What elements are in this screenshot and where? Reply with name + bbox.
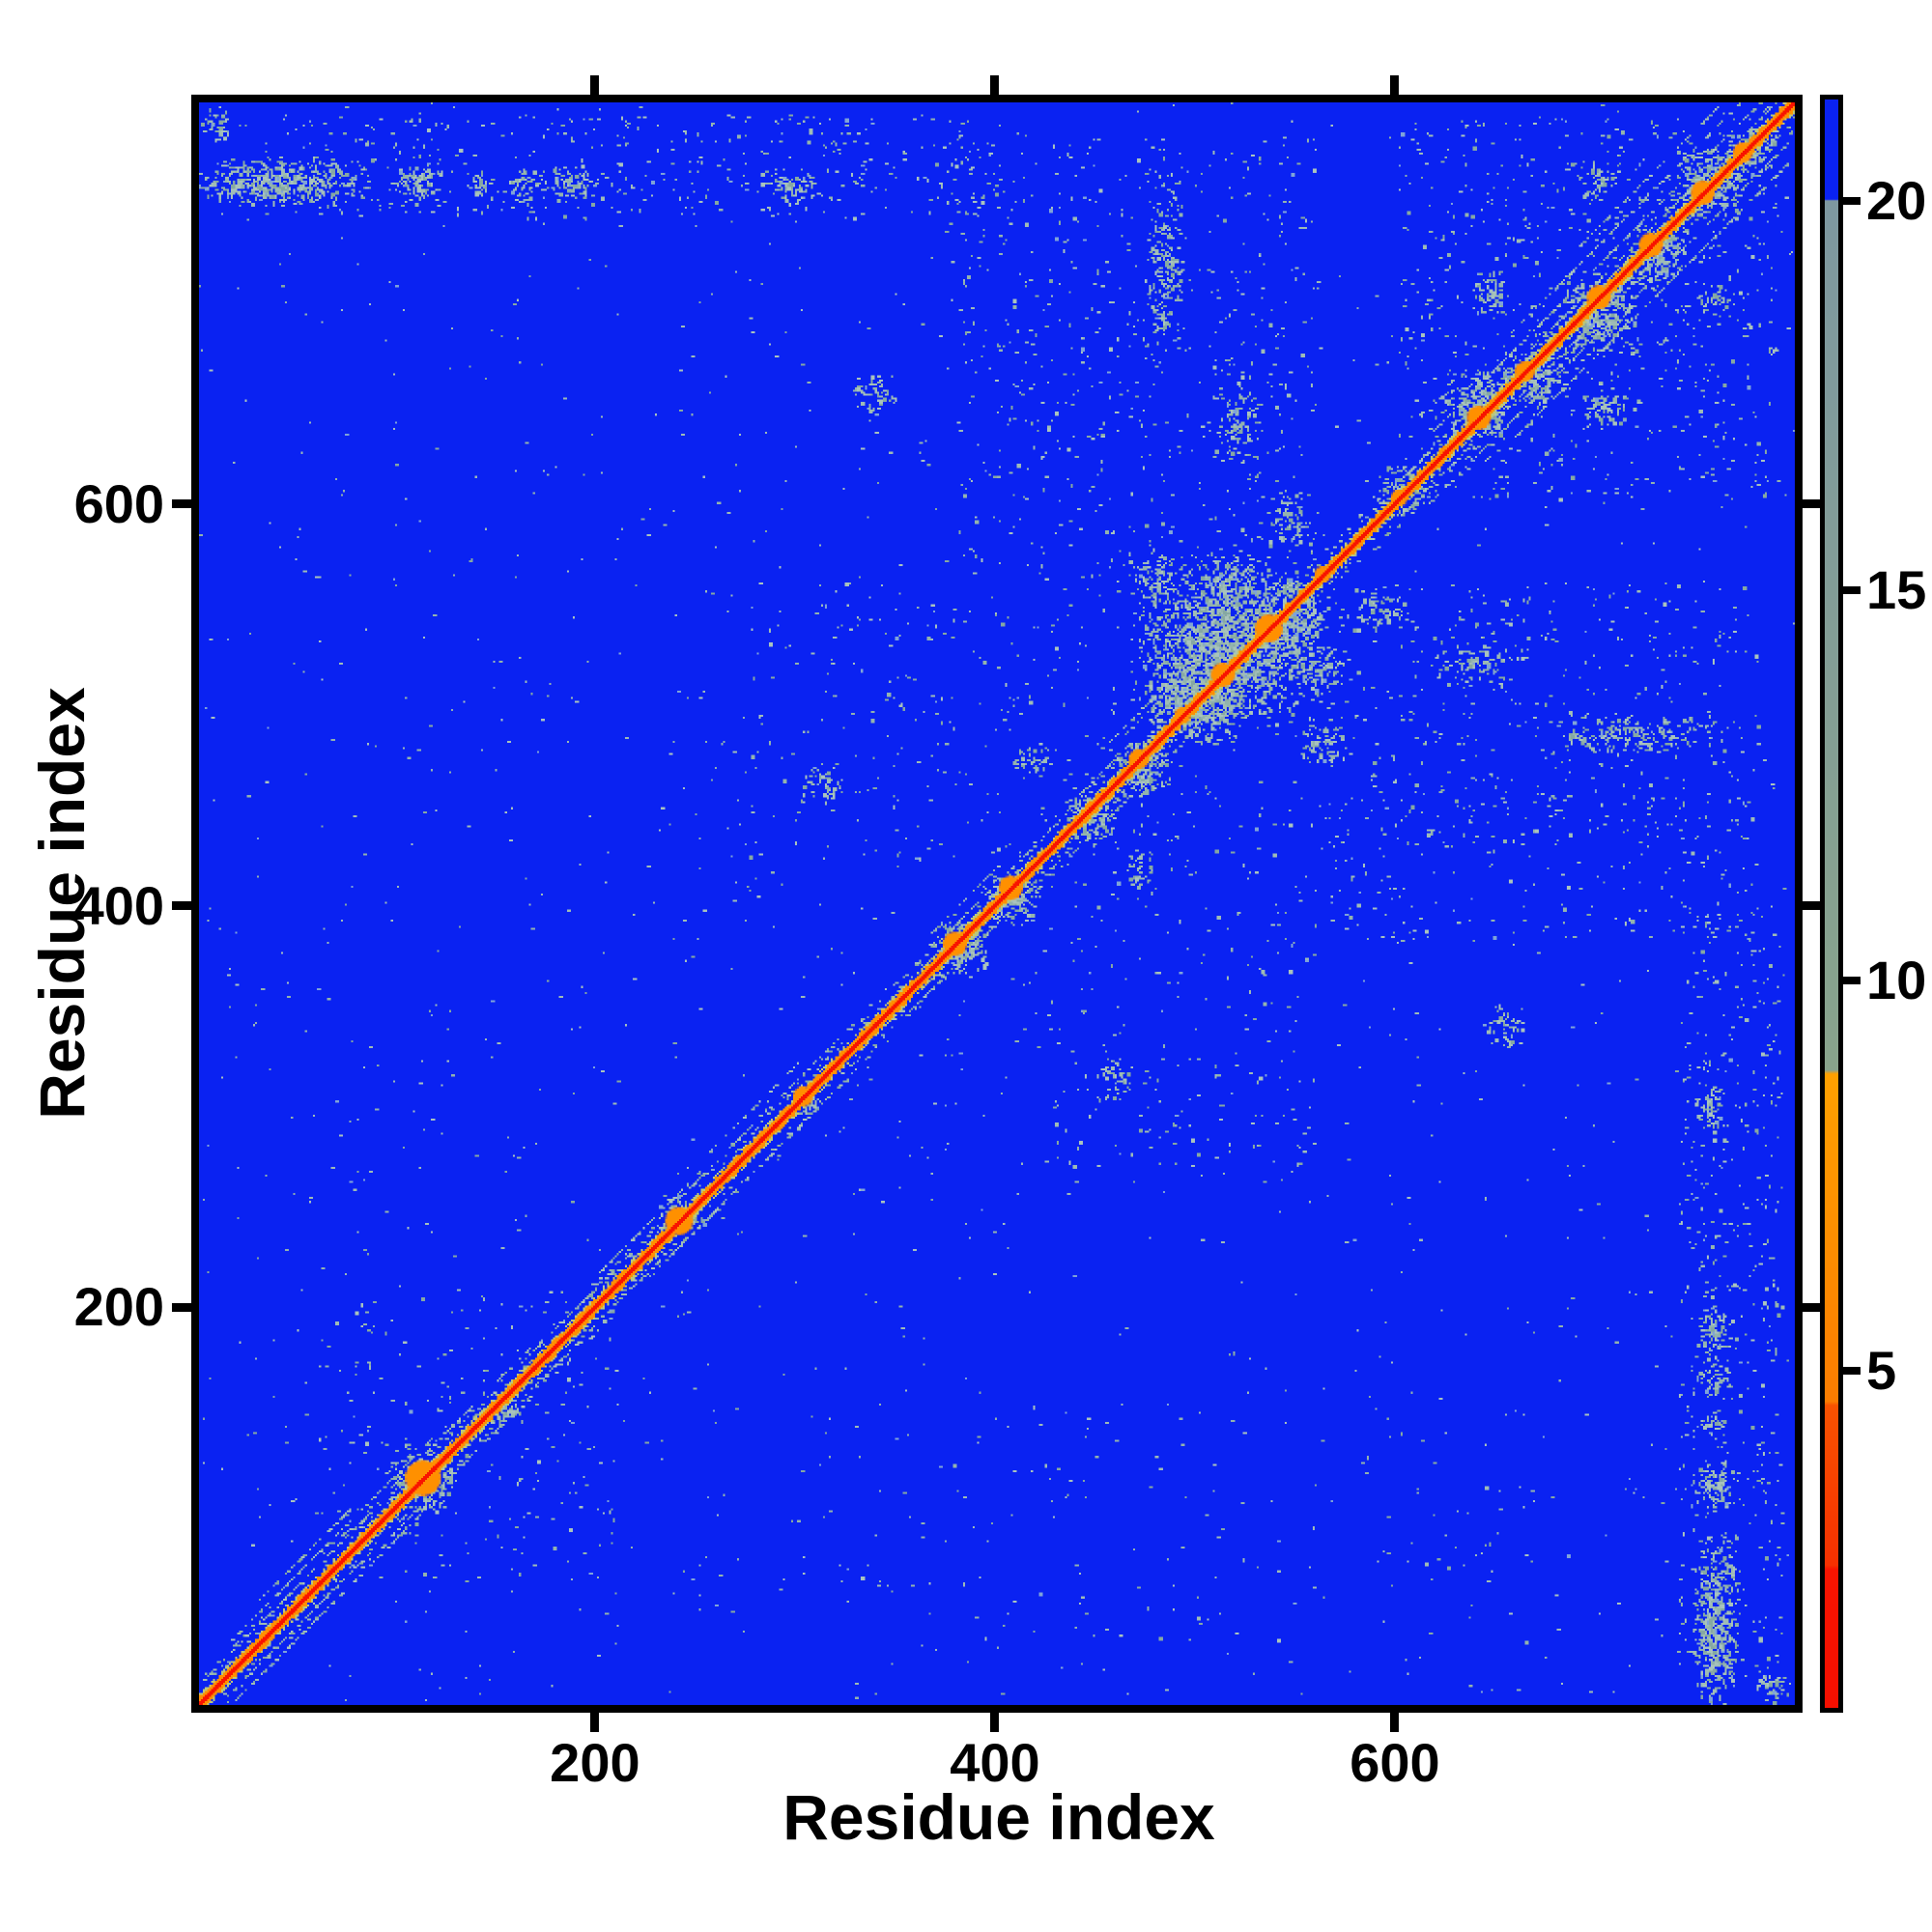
colorbar-tick [1843,196,1861,205]
x-tick-bottom [1390,1713,1400,1732]
plot-frame [191,95,1803,1713]
y-tick-left [172,1302,191,1312]
colorbar-tick [1843,586,1861,595]
x-tick-label: 200 [550,1732,640,1793]
colorbar-tick-label: 20 [1866,169,1927,231]
x-tick-top [590,75,600,95]
colorbar-tick [1843,1366,1861,1375]
x-tick-top [1390,75,1400,95]
x-tick-top [990,75,1000,95]
x-tick-bottom [990,1713,1000,1732]
x-axis-title: Residue index [782,1781,1215,1853]
y-tick-left [172,901,191,911]
x-tick-label: 400 [950,1732,1040,1793]
y-tick-left [172,499,191,509]
y-tick-right [1803,1302,1822,1312]
x-tick-bottom [590,1713,600,1732]
heatmap-canvas [199,102,1795,1705]
x-tick-label: 600 [1350,1732,1440,1793]
y-tick-right [1803,499,1822,509]
colorbar-tick-label: 15 [1866,559,1927,621]
y-tick-right [1803,901,1822,911]
colorbar-tick-label: 5 [1866,1339,1897,1401]
y-tick-label: 600 [73,472,164,534]
colorbar-tick-label: 10 [1866,949,1927,1010]
colorbar-tick [1843,976,1861,984]
y-tick-label: 400 [73,874,164,936]
y-tick-label: 200 [73,1276,164,1338]
colorbar [1820,95,1843,1713]
colorbar-gradient [1825,99,1838,1708]
